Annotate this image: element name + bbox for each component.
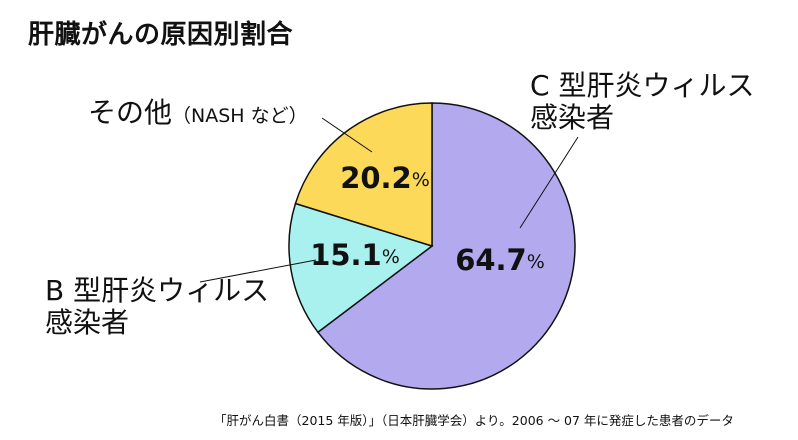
label-other: その他（NASH など） xyxy=(88,97,308,132)
label-hepatitis-c-line2: 感染者 xyxy=(530,101,615,134)
label-other-note: （NASH など） xyxy=(172,105,308,127)
chart-title: 肝臓がんの原因別割合 xyxy=(28,20,294,50)
label-hepatitis-c-line1: C 型肝炎ウィルス xyxy=(530,69,755,102)
pie-slice-b xyxy=(288,202,434,334)
pct-value-c: 64.7 xyxy=(455,243,527,277)
source-note: 「肝がん白書（2015 年版）」（日本肝臓学会）より。2006 ～ 07 年に発… xyxy=(214,413,734,428)
label-hepatitis-c: C 型肝炎ウィルス 感染者 xyxy=(530,70,754,134)
pie-slice-c xyxy=(316,102,576,390)
leader-line-other xyxy=(321,117,373,153)
label-hepatitis-b-line1: B 型肝炎ウィルス xyxy=(45,274,270,307)
pct-unit-b: % xyxy=(382,246,400,268)
leader-line-b xyxy=(199,259,317,283)
pct-unit-other: % xyxy=(412,169,430,191)
pct-label-c: 64.7% xyxy=(455,243,545,277)
pct-value-other: 20.2 xyxy=(340,161,412,195)
pie-slice-other xyxy=(294,102,433,248)
label-hepatitis-b-line2: 感染者 xyxy=(45,306,130,339)
pct-value-b: 15.1 xyxy=(310,238,382,272)
label-hepatitis-b: B 型肝炎ウィルス 感染者 xyxy=(45,275,269,339)
pct-label-other: 20.2% xyxy=(340,161,430,195)
pct-label-b: 15.1% xyxy=(310,238,400,272)
leader-line-c xyxy=(519,136,579,229)
label-other-main: その他 xyxy=(88,96,173,129)
pct-unit-c: % xyxy=(527,251,545,273)
